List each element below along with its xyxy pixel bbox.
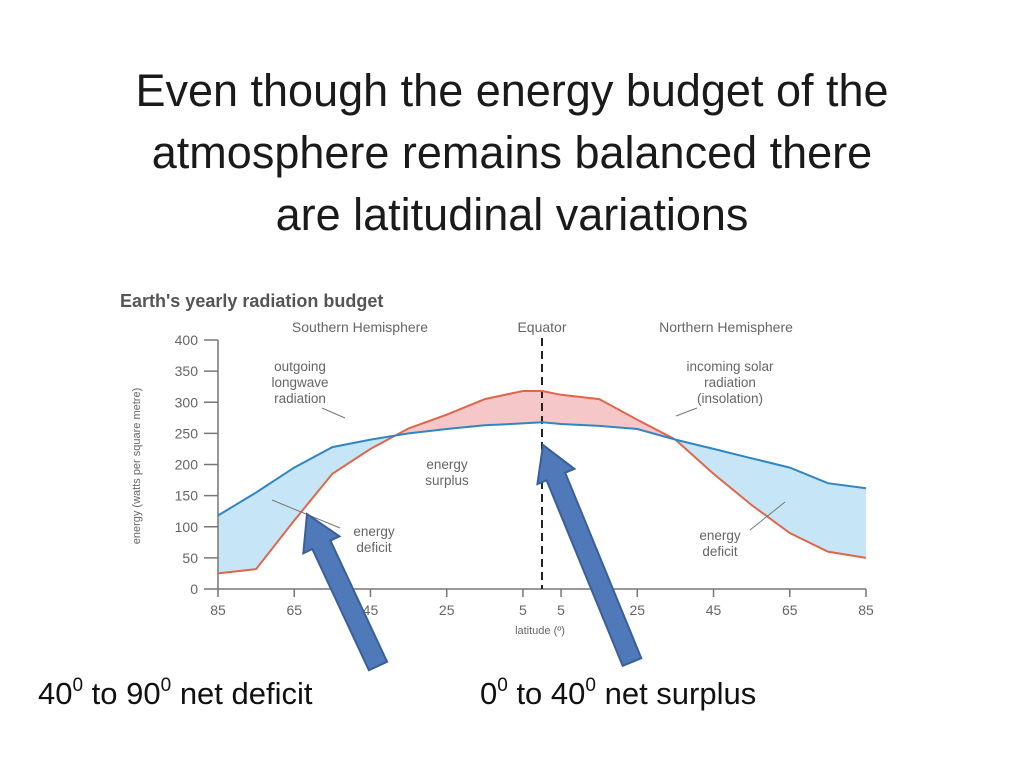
caption-text: 0: [480, 676, 498, 711]
arrow-to-surplus: [536, 443, 643, 668]
y-tick-label: 100: [175, 519, 199, 535]
outgoing-longwave-annotation: longwave: [271, 375, 328, 390]
energy-surplus-annotation: surplus: [425, 473, 469, 488]
y-axis-label: energy (watts per square metre): [131, 388, 143, 545]
x-tick-label: 45: [363, 602, 379, 618]
caption-text: to 40: [507, 676, 586, 711]
x-tick-label: 65: [782, 602, 798, 618]
incoming-solar-annotation: incoming solar: [686, 359, 774, 374]
y-tick-label: 0: [190, 581, 198, 597]
title-line: are latitudinal variations: [275, 189, 749, 240]
leader-line: [321, 407, 346, 419]
caption-text: to 90: [83, 676, 161, 711]
energy-deficit-annotation: deficit: [702, 544, 738, 559]
leader-line: [675, 407, 698, 417]
degree-superscript: 0: [160, 675, 172, 696]
caption-text: 40: [38, 676, 73, 711]
arrow-to-deficit: [302, 512, 389, 672]
incoming-solar-annotation: (insolation): [697, 391, 763, 406]
x-tick-label: 25: [439, 602, 455, 618]
y-tick-label: 50: [182, 550, 198, 566]
title-line: Even though the energy budget of the: [135, 65, 889, 116]
x-tick-label: 25: [630, 602, 646, 618]
y-tick-label: 150: [175, 488, 199, 504]
caption-surplus: 00 to 400 net surplus: [480, 675, 757, 712]
y-tick-label: 350: [175, 363, 199, 379]
x-tick-label: 5: [519, 602, 527, 618]
plot-area: 0 50 100 150 200 250 300 350 400 85 65 45 25 5 5 25 45 65…: [175, 332, 874, 618]
y-tick-label: 400: [175, 332, 199, 348]
energy-deficit-annotation: deficit: [356, 540, 392, 555]
title-line: atmosphere remains balanced there: [151, 127, 873, 178]
southern-hemisphere-label: Southern Hemisphere: [292, 319, 428, 335]
x-tick-label: 5: [557, 602, 565, 618]
x-tick-label: 85: [858, 602, 874, 618]
surplus-area: [396, 391, 675, 440]
incoming-radiation-line: [217, 390, 867, 575]
x-axis-label: latitude (º): [515, 625, 565, 637]
degree-superscript: 0: [72, 675, 84, 696]
outgoing-longwave-annotation: outgoing: [274, 359, 326, 374]
chart-title: Earth's yearly radiation budget: [120, 291, 383, 311]
y-tick-label: 200: [175, 457, 199, 473]
x-tick-label: 65: [286, 602, 302, 618]
incoming-solar-annotation: radiation: [704, 375, 756, 390]
slide-title: Even though the energy budget of the atm…: [40, 60, 984, 246]
arrows: [302, 443, 643, 672]
degree-superscript: 0: [585, 675, 596, 696]
degree-superscript: 0: [497, 675, 508, 696]
y-tick-label: 250: [175, 425, 199, 441]
energy-surplus-annotation: energy: [426, 457, 468, 472]
energy-deficit-annotation: energy: [699, 528, 741, 543]
outgoing-longwave-annotation: radiation: [274, 391, 326, 406]
equator-label: Equator: [517, 319, 566, 335]
leader-line: [749, 501, 786, 531]
outgoing-radiation-line: [217, 421, 867, 517]
deficit-area: [676, 439, 866, 558]
caption-text: net deficit: [171, 676, 313, 711]
y-tick-label: 300: [175, 394, 199, 410]
x-tick-label: 45: [706, 602, 722, 618]
caption-text: net surplus: [595, 676, 757, 711]
northern-hemisphere-label: Northern Hemisphere: [659, 319, 793, 335]
x-tick-label: 85: [210, 602, 226, 618]
caption-deficit: 400 to 900 net deficit: [38, 675, 313, 712]
energy-deficit-annotation: energy: [353, 524, 395, 539]
